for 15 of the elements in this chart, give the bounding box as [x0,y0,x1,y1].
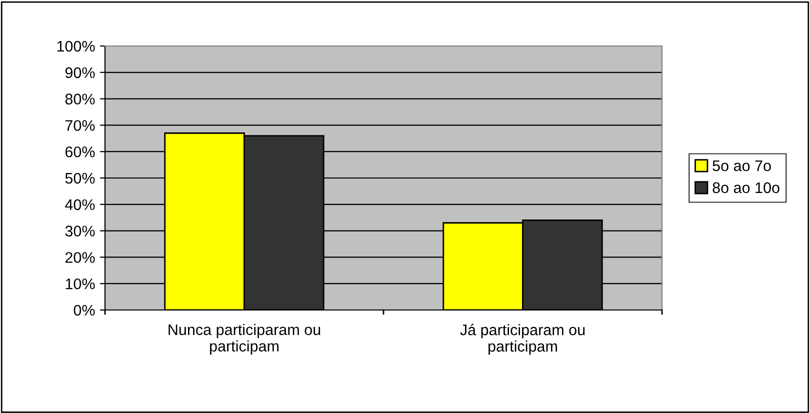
y-tick-label: 90% [65,67,95,78]
y-tick-label: 0% [74,304,95,316]
y-tick-label: 70% [65,120,95,131]
y-tick-label: 80% [65,94,95,104]
y-tick-label: 100% [57,40,95,52]
y-tick-label: 50% [65,172,95,184]
y-tick-label: 20% [65,252,95,263]
y-tick-label: 60% [65,146,95,158]
legend-label: 5o ao 7o [712,160,771,172]
legend-label: 8o ao 10o [712,182,780,194]
y-tick-label: 40% [65,199,95,210]
x-tick-label: Já participaram ou participam [460,324,585,355]
y-tick-label: 10% [66,278,95,290]
x-tick-label: Nunca participaram ou participam [168,324,320,355]
y-tick-label: 30% [65,226,95,236]
